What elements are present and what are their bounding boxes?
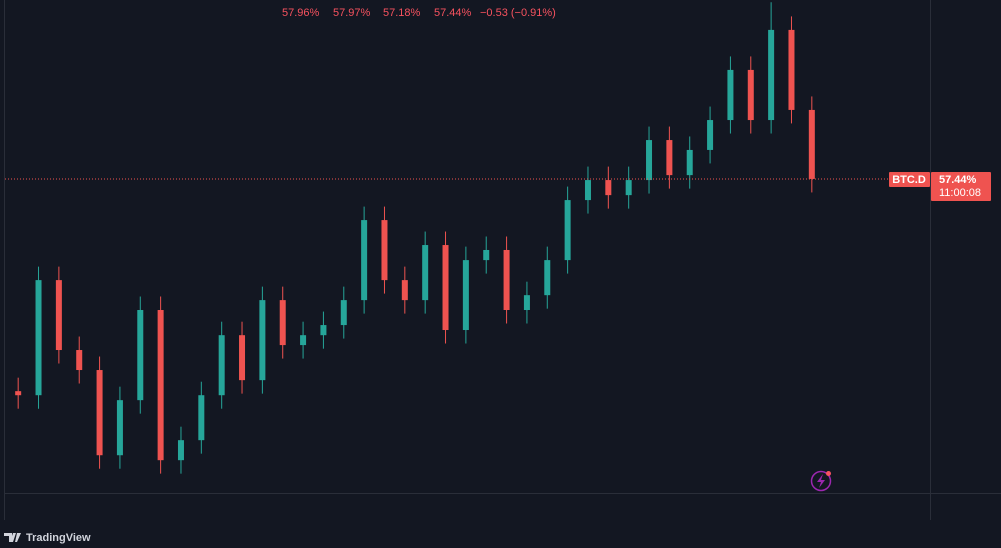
candle-body — [76, 350, 83, 371]
symbol-tag — [889, 171, 930, 187]
brand: TradingView — [26, 532, 91, 544]
candle-body — [300, 335, 307, 346]
candle-body — [523, 295, 530, 311]
candle-body — [218, 335, 225, 396]
candle-body — [239, 335, 246, 381]
candle-body — [422, 245, 429, 301]
legend-open: 57.96% — [282, 7, 320, 19]
candle-body — [747, 69, 754, 121]
candle-body — [503, 249, 510, 311]
last-price-label: 57.44% — [939, 174, 977, 186]
symbol-label: BTC.D — [892, 174, 926, 186]
candle-body — [727, 69, 734, 121]
lightning-button[interactable] — [810, 470, 832, 492]
legend-high: 57.97% — [333, 7, 371, 19]
candle-body — [361, 220, 368, 301]
price-tag — [931, 171, 991, 201]
candle-body — [340, 300, 347, 326]
legend-close: 57.44% — [434, 7, 472, 19]
candle-body — [483, 249, 490, 261]
tv-logo — [4, 533, 21, 542]
candle-body — [462, 260, 469, 331]
candle-body — [116, 400, 123, 456]
candle-body — [788, 29, 795, 110]
candle-body — [259, 300, 266, 381]
candle-body — [625, 180, 632, 196]
candle-body — [808, 109, 815, 179]
candle-body — [55, 280, 62, 351]
candle-body — [401, 280, 408, 301]
candle-body — [96, 370, 103, 456]
candle-body — [646, 140, 653, 181]
candle-body — [442, 245, 449, 331]
legend-low: 57.18% — [383, 7, 421, 19]
candle-body — [564, 200, 571, 261]
countdown: 11:00:08 — [939, 187, 981, 199]
candle-body — [35, 280, 42, 396]
candle-body — [279, 300, 286, 346]
candle-body — [177, 440, 184, 461]
candle-body — [768, 29, 775, 121]
candle-body — [198, 395, 205, 441]
candle-body — [381, 220, 388, 281]
candle-body — [157, 310, 164, 461]
candle-body — [584, 180, 591, 201]
candle-body — [544, 260, 551, 296]
candle-body — [137, 310, 144, 401]
candle-body — [707, 120, 714, 150]
legend-change: −0.53 (−0.91%) — [480, 7, 556, 19]
candle-body — [666, 140, 673, 176]
footer — [0, 520, 1001, 548]
candle-body — [15, 391, 22, 396]
candle-body — [686, 149, 693, 176]
candle-body — [605, 180, 612, 196]
ohlc-legend: 57.96% 57.97% 57.18% 57.44% −0.53 (−0.91… — [282, 7, 556, 19]
candle-body — [320, 325, 327, 336]
